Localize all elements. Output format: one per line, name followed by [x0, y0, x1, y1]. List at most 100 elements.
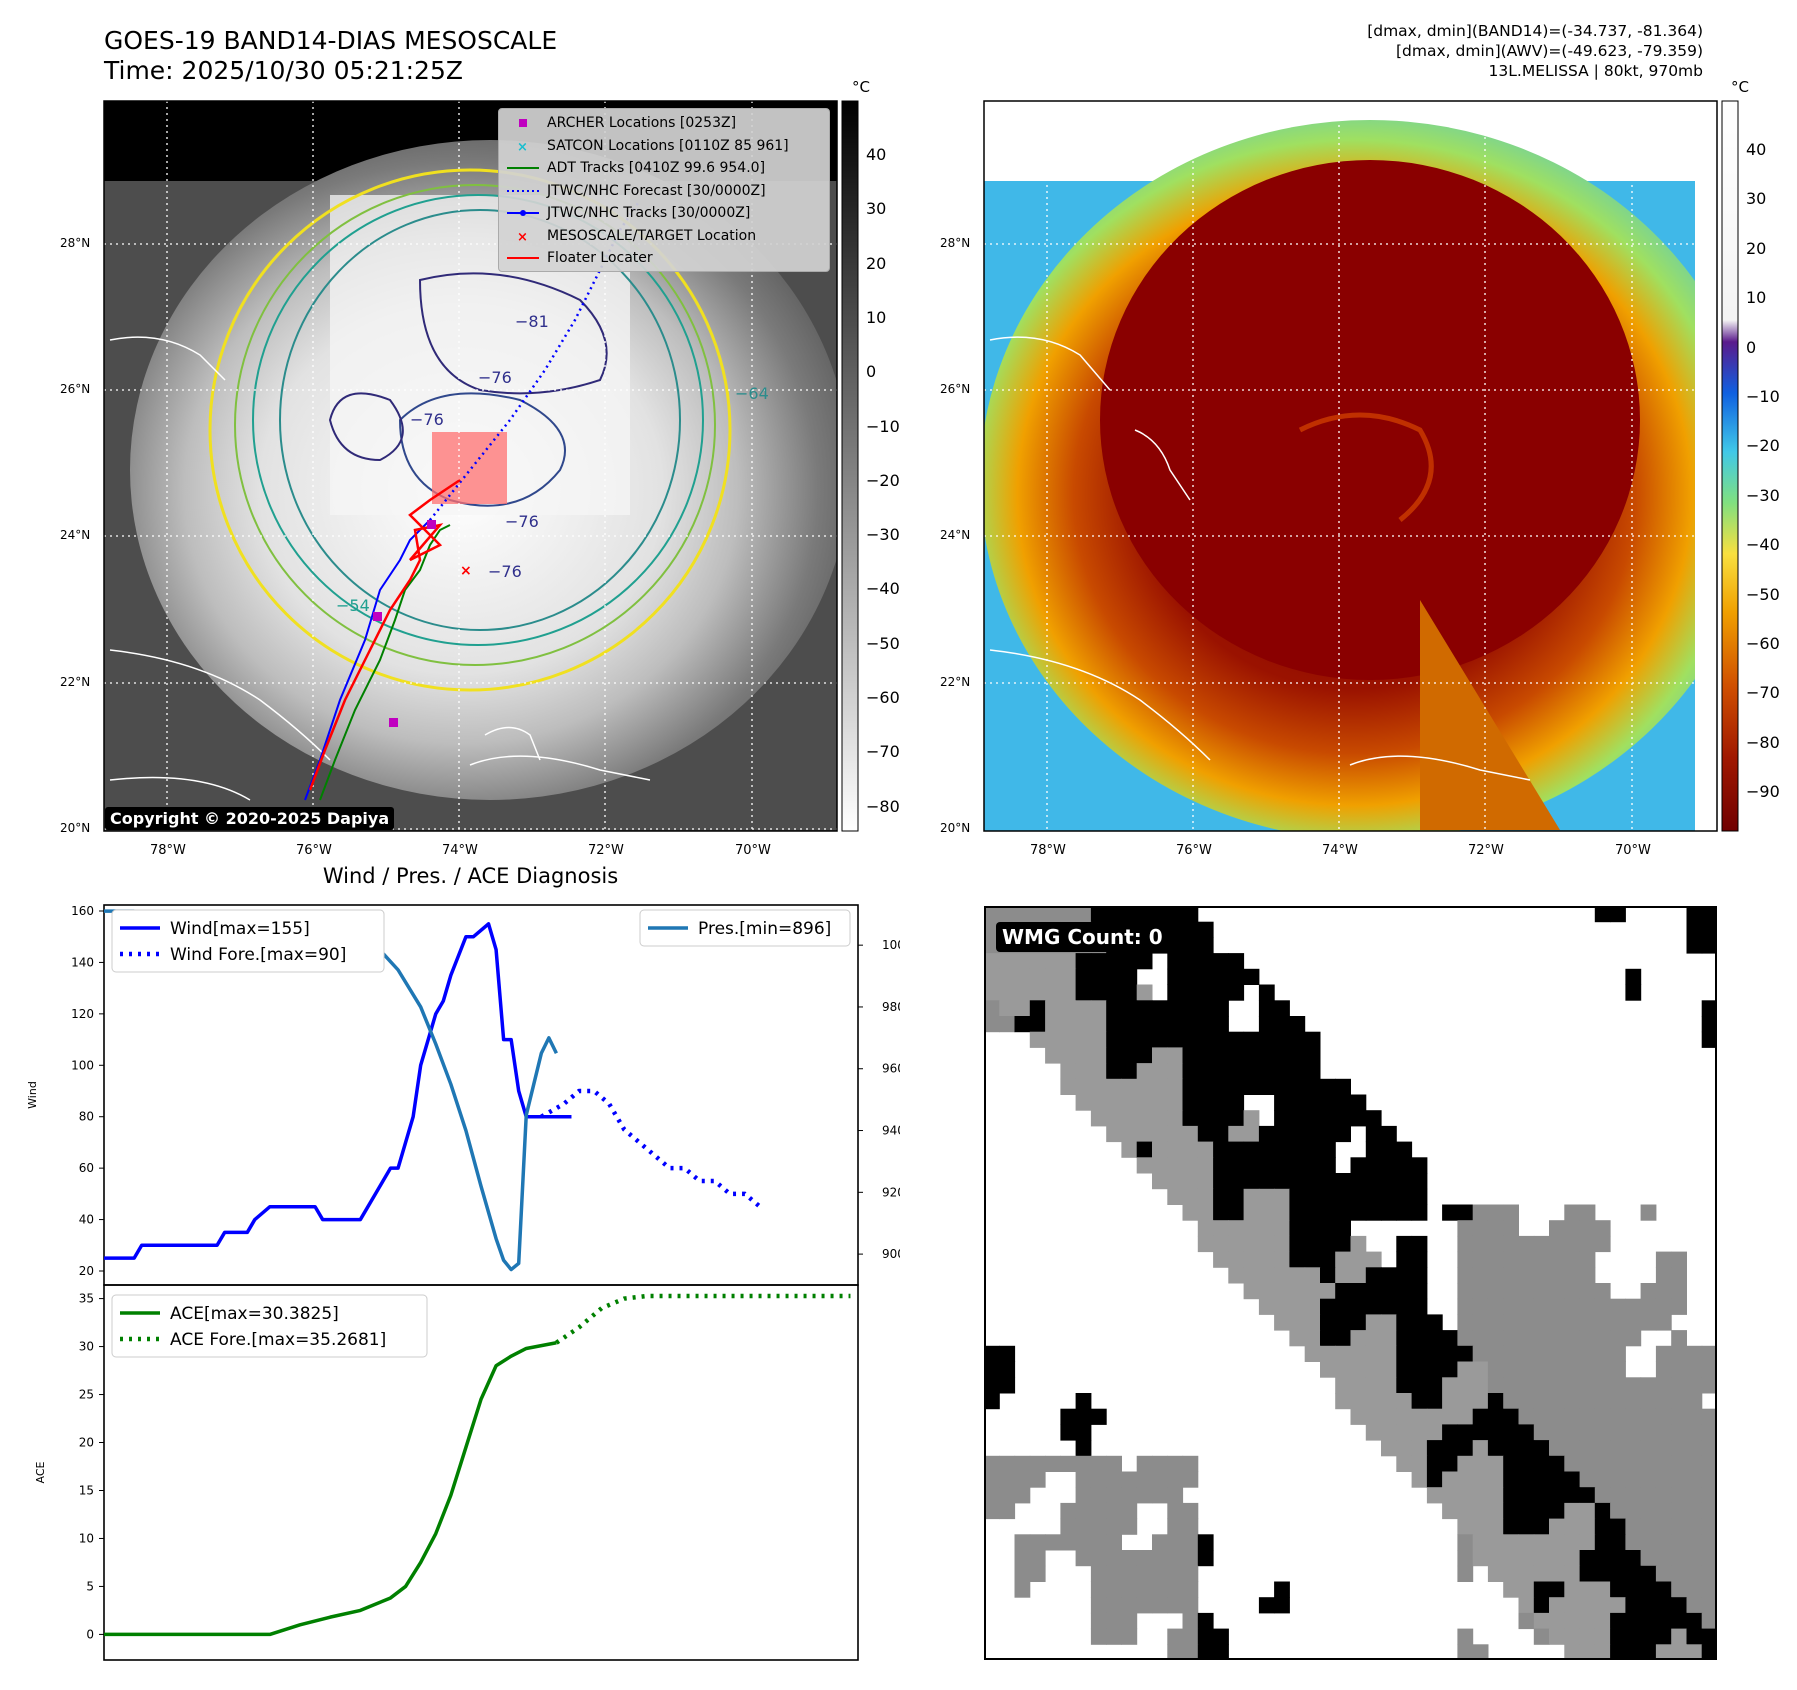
- wmg-cell: [1274, 1283, 1290, 1300]
- wmg-cell: [1274, 1298, 1290, 1315]
- wmg-cell: [1106, 1063, 1122, 1080]
- wmg-cell: [1518, 1251, 1535, 1268]
- wmg-cell: [1396, 1440, 1413, 1457]
- wmg-cell: [1594, 1565, 1611, 1582]
- wmg-cell: [1701, 1534, 1717, 1551]
- wmg-cell: [1625, 1455, 1642, 1472]
- wmg-cell: [1014, 953, 1031, 970]
- legend-label: ACE[max=30.3825]: [170, 1304, 339, 1324]
- wmg-cell: [1182, 937, 1199, 954]
- wmg-cell: [1549, 1487, 1565, 1504]
- wmg-cell: [1090, 984, 1107, 1001]
- wmg-cell: [1213, 1078, 1229, 1095]
- wmg-cell: [1304, 1157, 1321, 1174]
- wmg-cell: [1579, 1251, 1596, 1268]
- wmg-cell: [1701, 1345, 1717, 1362]
- wmg-cell: [1396, 1408, 1413, 1425]
- wmg-cell: [1274, 1251, 1290, 1268]
- wmg-cell: [1396, 1345, 1413, 1362]
- wmg-cell: [1090, 1063, 1107, 1080]
- wmg-cell: [1579, 1267, 1596, 1284]
- wmg-cell: [1197, 1235, 1214, 1253]
- wmg-cell: [1579, 1298, 1596, 1315]
- legend-label: Wind Fore.[max=90]: [170, 945, 346, 965]
- wmg-cell: [1549, 1298, 1565, 1315]
- wmg-cell: [1167, 1031, 1184, 1048]
- wmg-cell: [1396, 1173, 1413, 1190]
- wmg-cell: [1304, 1283, 1321, 1300]
- wmg-cell: [1106, 1612, 1122, 1630]
- wmg-cell: [1701, 1565, 1717, 1582]
- wmg-cell: [1686, 1612, 1703, 1630]
- wmg-cell: [1564, 1487, 1581, 1504]
- lat-label: 24°N: [940, 528, 971, 542]
- wmg-cell: [1457, 1518, 1474, 1535]
- wmg-cell: [1335, 1377, 1351, 1394]
- wmg-cell: [1258, 1235, 1275, 1253]
- contour-label: −54: [336, 596, 370, 615]
- wmg-cell: [1228, 1204, 1245, 1221]
- wmg-cell: [1533, 1455, 1550, 1472]
- wmg-cell: [1182, 906, 1199, 923]
- wmg-cell: [1243, 1125, 1260, 1143]
- wmg-cell: [1549, 1471, 1565, 1488]
- storm-info: 13L.MELISSA | 80kt, 970mb: [1488, 62, 1703, 80]
- wmg-cell: [1686, 1487, 1703, 1504]
- wmg-cell: [1503, 1518, 1519, 1535]
- wmg-cell: [1457, 1565, 1474, 1582]
- wmg-cell: [1533, 1502, 1550, 1520]
- wmg-cell: [1121, 1078, 1138, 1095]
- wmg-cell: [1655, 1393, 1672, 1410]
- wmg-cell: [1320, 1314, 1336, 1331]
- wmg-cell: [1381, 1424, 1397, 1441]
- wmg-cell: [999, 1016, 1016, 1033]
- colorbar-tick: −10: [1746, 387, 1780, 406]
- wmg-cell: [1457, 1377, 1474, 1394]
- wmg-cell: [1167, 1581, 1184, 1598]
- wmg-cell: [1121, 1502, 1138, 1520]
- wmg-cell: [1014, 1016, 1031, 1033]
- wmg-cell: [1274, 1125, 1290, 1143]
- wmg-cell: [1533, 1550, 1550, 1567]
- wmg-cell: [1655, 1408, 1672, 1425]
- wmg-cell: [1182, 1173, 1199, 1190]
- wmg-cell: [1152, 1047, 1168, 1064]
- wmg-cell: [1579, 1550, 1596, 1567]
- wmg-cell: [984, 953, 1000, 970]
- wmg-cell: [1060, 1000, 1077, 1017]
- wmg-cell: [1396, 1157, 1413, 1174]
- wmg-cell: [1686, 1565, 1703, 1582]
- wmg-cell: [1060, 1016, 1077, 1033]
- colorbar-tick: 0: [1746, 337, 1757, 357]
- wmg-cell: [1228, 1110, 1245, 1127]
- wmg-cell: [1655, 1283, 1672, 1300]
- wmg-cell: [1350, 1251, 1367, 1268]
- wmg-cell: [1518, 1502, 1535, 1520]
- wmg-cell: [1487, 1424, 1504, 1441]
- wmg-cell: [1167, 906, 1184, 923]
- wmg-cell: [1686, 1377, 1703, 1394]
- wmg-cell: [1121, 1016, 1138, 1033]
- wmg-cell: [1610, 1487, 1626, 1504]
- legend-label: JTWC/NHC Forecast [30/0000Z]: [547, 182, 766, 199]
- ace-legend: ACE[max=30.3825] ACE Fore.[max=35.2681]: [111, 1294, 428, 1358]
- wmg-cell: [1671, 1471, 1687, 1488]
- wmg-cell: [1411, 1283, 1428, 1300]
- wmg-cell: [1457, 1235, 1474, 1253]
- wmg-cell: [1152, 1110, 1168, 1127]
- wmg-cell: [1564, 1581, 1581, 1598]
- wmg-cell: [1503, 1581, 1519, 1598]
- wmg-cell: [1090, 1581, 1107, 1598]
- wmg-cell: [1503, 1502, 1519, 1520]
- y2-tick-label: 920: [882, 1185, 900, 1199]
- wmg-cell: [1701, 921, 1717, 938]
- lat-label: 28°N: [60, 236, 91, 250]
- wmg-cell: [1655, 1550, 1672, 1567]
- wmg-cell: [1106, 1110, 1122, 1127]
- wmg-cell: [1579, 1471, 1596, 1488]
- wmg-cell: [1243, 1204, 1260, 1221]
- wmg-cell: [1228, 1031, 1245, 1048]
- wmg-cell: [1274, 1314, 1290, 1331]
- wmg-cell: [984, 906, 1000, 923]
- wmg-cell: [1533, 1581, 1550, 1598]
